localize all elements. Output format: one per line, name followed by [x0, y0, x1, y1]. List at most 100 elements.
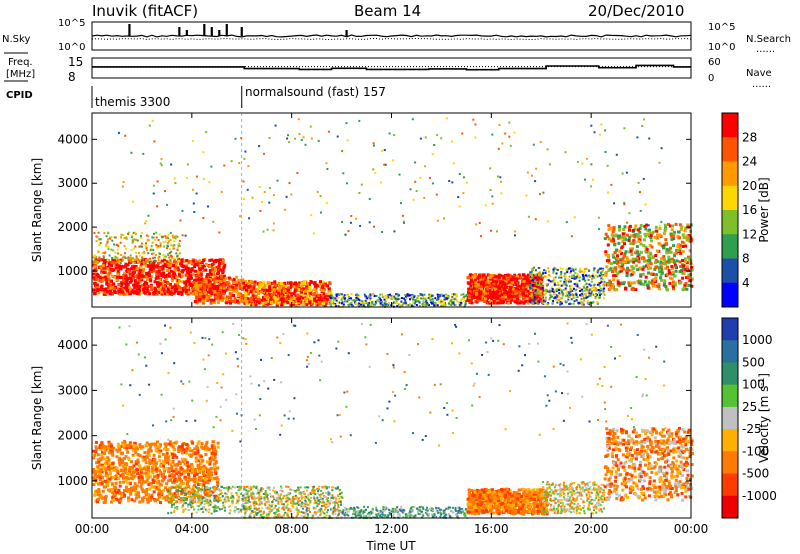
scatter-cell	[196, 271, 200, 275]
scatter-cell	[540, 278, 544, 282]
scatter-cell	[440, 300, 443, 303]
scatter-cell	[552, 268, 555, 271]
scatter-cell	[280, 288, 284, 292]
scatter-cell	[529, 300, 532, 303]
colorbar-swatch	[722, 185, 738, 211]
scatter-cell	[558, 296, 561, 299]
scatter-cell	[504, 278, 508, 282]
scatter-cell	[477, 285, 481, 289]
scatter-cell	[263, 191, 266, 193]
scatter-cell	[209, 282, 213, 286]
scatter-cell	[238, 162, 241, 164]
scatter-cell	[102, 452, 106, 455]
scatter-cell	[400, 305, 403, 308]
scatter-cell	[664, 238, 668, 242]
scatter-cell	[107, 231, 110, 234]
scatter-cell	[207, 294, 211, 298]
scatter-cell	[437, 298, 439, 301]
scatter-cell	[635, 245, 639, 249]
scatter-cell	[143, 275, 147, 279]
scatter-cell	[458, 301, 461, 304]
scatter-cell	[660, 271, 664, 275]
scatter-cell	[174, 237, 177, 240]
scatter-cell	[511, 283, 515, 287]
scatter-cell	[574, 296, 577, 299]
scatter-cell	[158, 255, 161, 258]
scatter-cell	[138, 245, 141, 248]
scatter-cell	[218, 268, 222, 272]
scatter-cell	[145, 487, 149, 491]
scatter-cell	[573, 216, 576, 219]
scatter-cell	[560, 284, 563, 287]
scatter-cell	[609, 239, 613, 243]
scatter-cell	[201, 259, 205, 262]
scatter-cell	[670, 234, 673, 238]
scatter-cell	[330, 301, 333, 304]
scatter-cell	[92, 456, 96, 460]
scatter-cell	[136, 471, 139, 475]
scatter-cell	[384, 297, 387, 300]
scatter-cell	[175, 275, 179, 279]
scatter-cell	[381, 296, 384, 299]
scatter-cell	[236, 291, 240, 295]
scatter-cell	[140, 242, 143, 245]
scatter-cell	[118, 446, 122, 450]
scatter-cell	[145, 234, 148, 237]
scatter-cell	[548, 298, 551, 301]
scatter-cell	[612, 228, 616, 231]
scatter-cell	[439, 298, 442, 301]
scatter-cell	[150, 275, 154, 279]
scatter-cell	[521, 282, 525, 286]
scatter-cell	[156, 246, 159, 249]
scatter-cell	[165, 260, 169, 264]
scatter-cell	[327, 292, 331, 295]
scatter-cell	[596, 293, 599, 296]
scatter-cell	[470, 301, 474, 305]
scatter-cell	[536, 273, 539, 276]
scatter-cell	[633, 227, 637, 231]
scatter-cell	[203, 446, 207, 450]
scatter-cell	[135, 260, 139, 264]
scatter-cell	[156, 281, 160, 284]
scatter-cell	[209, 272, 213, 276]
scatter-cell	[628, 228, 631, 232]
scatter-cell	[434, 297, 437, 300]
scatter-cell	[629, 247, 633, 251]
scatter-cell	[492, 282, 496, 286]
scatter-cell	[667, 255, 671, 259]
scatter-cell	[208, 457, 212, 461]
scatter-cell	[639, 250, 643, 254]
scatter-cell	[335, 295, 338, 298]
scatter-cell	[480, 298, 484, 302]
scatter-cell	[671, 257, 674, 261]
noise-left-tick-top: 10^5	[58, 18, 85, 29]
scatter-cell	[658, 233, 662, 237]
scatter-cell	[253, 283, 257, 287]
scatter-cell	[537, 271, 540, 274]
scatter-cell	[566, 271, 569, 274]
scatter-cell	[682, 287, 686, 291]
scatter-cell	[527, 301, 531, 305]
scatter-cell	[131, 277, 135, 281]
scatter-cell	[146, 288, 150, 292]
scatter-cell	[367, 303, 369, 306]
scatter-cell	[528, 298, 532, 302]
scatter-cell	[122, 281, 126, 285]
scatter-cell	[212, 464, 216, 468]
scatter-cell	[490, 229, 492, 232]
scatter-cell	[100, 288, 104, 292]
scatter-cell	[175, 260, 178, 263]
scatter-cell	[355, 299, 358, 302]
scatter-cell	[121, 185, 124, 188]
scatter-cell	[297, 118, 300, 121]
scatter-cell	[392, 159, 394, 162]
scatter-cell	[610, 183, 613, 186]
scatter-cell	[167, 245, 169, 248]
colorbar-swatch	[722, 210, 738, 235]
scatter-cell	[274, 124, 277, 127]
scatter-cell	[519, 292, 523, 296]
scatter-cell	[208, 269, 212, 273]
scatter-cell	[655, 273, 659, 277]
scatter-cell	[205, 440, 209, 444]
scatter-cell	[638, 227, 642, 231]
